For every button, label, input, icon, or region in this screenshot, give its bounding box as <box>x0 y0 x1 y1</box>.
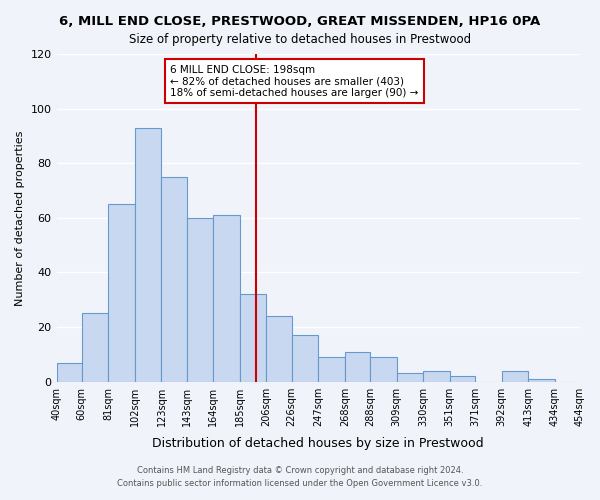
Bar <box>528 379 555 382</box>
Bar <box>109 204 135 382</box>
Bar <box>240 294 266 382</box>
Bar <box>397 374 423 382</box>
Bar <box>214 215 240 382</box>
Bar <box>187 218 214 382</box>
Bar <box>450 376 475 382</box>
Bar <box>135 128 161 382</box>
Bar <box>161 177 187 382</box>
Bar <box>82 314 109 382</box>
Bar <box>345 352 370 382</box>
Bar <box>56 362 82 382</box>
X-axis label: Distribution of detached houses by size in Prestwood: Distribution of detached houses by size … <box>152 437 484 450</box>
Bar <box>502 370 528 382</box>
Bar <box>318 357 345 382</box>
Text: 6 MILL END CLOSE: 198sqm
← 82% of detached houses are smaller (403)
18% of semi-: 6 MILL END CLOSE: 198sqm ← 82% of detach… <box>170 64 419 98</box>
Bar <box>266 316 292 382</box>
Bar <box>370 357 397 382</box>
Text: 6, MILL END CLOSE, PRESTWOOD, GREAT MISSENDEN, HP16 0PA: 6, MILL END CLOSE, PRESTWOOD, GREAT MISS… <box>59 15 541 28</box>
Y-axis label: Number of detached properties: Number of detached properties <box>15 130 25 306</box>
Bar <box>292 335 318 382</box>
Text: Contains HM Land Registry data © Crown copyright and database right 2024.
Contai: Contains HM Land Registry data © Crown c… <box>118 466 482 487</box>
Text: Size of property relative to detached houses in Prestwood: Size of property relative to detached ho… <box>129 32 471 46</box>
Bar <box>423 370 450 382</box>
